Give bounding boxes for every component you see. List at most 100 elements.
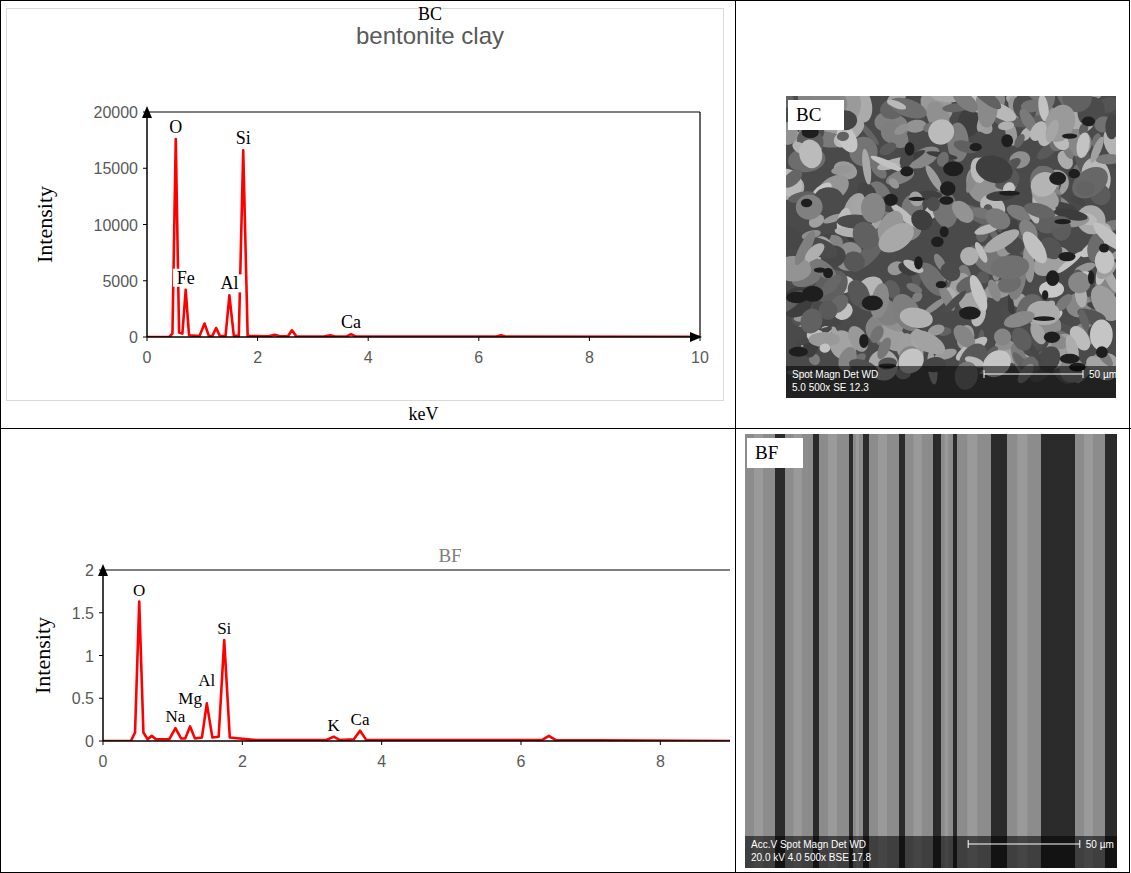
pore (789, 347, 808, 357)
fiber (869, 434, 899, 868)
grain (886, 98, 907, 112)
y-tick-label: 5000 (102, 273, 138, 290)
label-box (747, 438, 803, 468)
pore (1062, 133, 1077, 138)
pore (1054, 219, 1071, 224)
scale-bar-end (968, 840, 969, 848)
fiber-highlight (1084, 434, 1093, 868)
grain (907, 189, 926, 209)
grain (1043, 118, 1061, 144)
table-border (1, 1, 1130, 873)
pore (1001, 134, 1013, 147)
series-group (147, 139, 700, 337)
grain (973, 152, 1016, 187)
grain (1002, 308, 1037, 331)
grain (907, 325, 949, 359)
grain (1012, 132, 1027, 149)
x-arrow (690, 332, 702, 342)
grain (802, 240, 828, 265)
grain (1075, 131, 1092, 159)
fiber-highlight (878, 434, 887, 868)
grain (819, 343, 830, 353)
pore (1060, 354, 1080, 364)
grain (1066, 160, 1114, 205)
annotation-patch (168, 118, 183, 136)
grain (1105, 114, 1116, 140)
grain (797, 306, 825, 337)
grain (847, 217, 883, 255)
scale-bar-label: 50 µm (1089, 369, 1117, 380)
grain (786, 166, 805, 191)
fiber (853, 434, 863, 868)
pore (801, 199, 812, 207)
peak-label: O (133, 581, 145, 600)
annotation-patch (338, 313, 364, 331)
grain (1076, 180, 1095, 196)
peak-label: Si (236, 128, 251, 148)
x-tick-label: 4 (377, 753, 386, 770)
grain (924, 115, 959, 150)
table-divider (735, 0, 736, 873)
grain (982, 204, 1014, 234)
frame-top (147, 111, 700, 112)
pore (1068, 169, 1080, 178)
fiber (1007, 434, 1041, 868)
peak-label: Al (220, 273, 238, 293)
grain (1045, 215, 1070, 229)
pore (940, 226, 949, 237)
annotation-patch (173, 269, 199, 287)
grain (884, 166, 916, 189)
annotation-patch (230, 129, 256, 147)
pore (1096, 346, 1108, 358)
image-label: BF (755, 442, 778, 463)
scale-bar (968, 844, 1080, 845)
annotation-patch (195, 672, 219, 689)
y-arrow (142, 106, 152, 118)
x-tick-label: 10 (691, 349, 709, 366)
pore (914, 256, 923, 269)
y-axis (146, 110, 148, 337)
fiber-highlight (754, 434, 763, 868)
pore (823, 268, 833, 279)
x-axis-label: keV (409, 404, 439, 424)
spectrum-line (147, 139, 700, 337)
grain (873, 217, 919, 259)
pore (862, 296, 883, 311)
grain (830, 164, 853, 176)
x-tick-label: 6 (474, 349, 483, 366)
y-axis-label: Intensity (30, 617, 55, 694)
fiber (941, 434, 953, 868)
pore (1044, 332, 1060, 343)
info-values: 5.0 500x SE 12.3 (792, 382, 869, 393)
scale-bar-end (1079, 840, 1080, 848)
fiber-highlight (1017, 434, 1027, 868)
x-tick-label: 2 (253, 349, 262, 366)
fiber-highlight (828, 434, 837, 868)
fiber (819, 434, 849, 868)
scale-bar (984, 374, 1083, 375)
label-box (788, 100, 844, 130)
pore (959, 307, 981, 320)
figure: BCbentonite clay050001000015000200000246… (0, 0, 1131, 873)
sem-image: Acc.V Spot Magn Det WD20.0 kV 4.0 500x B… (745, 434, 1117, 868)
annotation-patch (348, 711, 372, 728)
x-tick-label: 8 (656, 753, 665, 770)
peak-label: O (169, 117, 182, 137)
grain (1055, 249, 1085, 276)
annotation-patch (326, 717, 340, 734)
annotations: OFeAlSiCa (168, 117, 364, 332)
frame-right (699, 112, 700, 337)
pore (1058, 252, 1075, 261)
info-header: Acc.V Spot Magn Det WD (751, 839, 866, 850)
table-grid (0, 0, 1131, 873)
peak-label: Ca (351, 710, 370, 729)
peak-label: Ca (341, 312, 361, 332)
grain (892, 121, 910, 137)
sem-image: Spot Magn Det WD5.0 500x SE 12.350 µmBC (771, 77, 1131, 398)
peak-label: Na (166, 707, 186, 726)
chart: BF00.511.5202468Intensity (30, 545, 730, 770)
grain (992, 327, 1013, 347)
grain (1008, 324, 1035, 354)
x-tick-label: 0 (99, 753, 108, 770)
pore (1042, 290, 1048, 300)
